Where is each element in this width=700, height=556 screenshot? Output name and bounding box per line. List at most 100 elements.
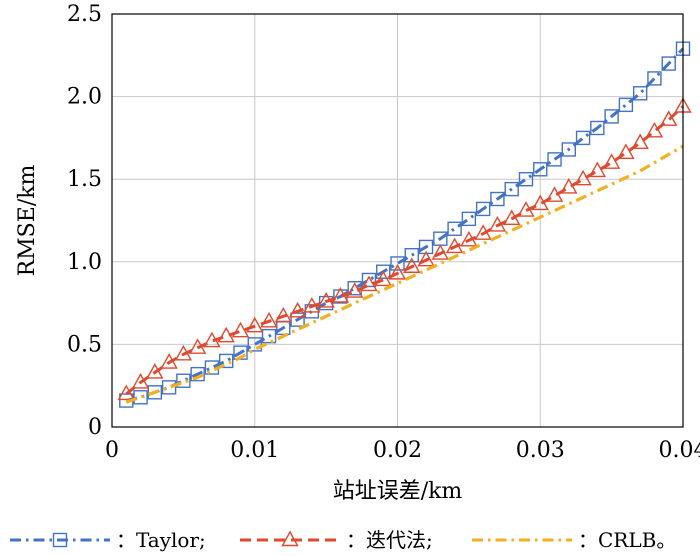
data-point <box>545 186 564 202</box>
legend-label: ：迭代法; <box>346 528 433 552</box>
data-point <box>161 380 177 395</box>
data-point <box>246 316 264 333</box>
data-point <box>618 97 634 113</box>
legend: ：Taylor; ：迭代法; ：CRLB。 <box>10 528 676 552</box>
data-point <box>602 153 621 169</box>
data-point <box>490 191 505 207</box>
y-tick-label: 1.5 <box>67 167 102 192</box>
y-axis-title: RMSE/km <box>15 164 40 276</box>
legend-label: ：Taylor; <box>116 528 206 552</box>
data-point <box>360 275 378 292</box>
data-point <box>560 178 578 194</box>
x-tick-label: 0.01 <box>230 438 279 463</box>
data-point <box>374 270 392 287</box>
series-line <box>125 47 685 403</box>
data-point <box>660 110 678 126</box>
y-tick-label: 2.5 <box>67 2 102 27</box>
data-point <box>190 366 205 382</box>
data-point <box>388 263 407 280</box>
series-3 <box>125 144 684 404</box>
y-tick-label: 2.0 <box>67 85 102 110</box>
data-point <box>518 171 534 187</box>
data-point <box>331 287 350 303</box>
legend-item: ：Taylor; <box>10 528 206 552</box>
tick-labels: 0 0.01 0.02 0.03 0.04 0 0.5 1.0 1.5 2.0 2.5 <box>67 2 700 463</box>
x-tick-label: 0.04 <box>659 438 700 463</box>
data-point <box>504 181 519 197</box>
legend-item: ：迭代法; <box>240 528 433 552</box>
data-point <box>160 353 178 369</box>
data-point <box>176 373 191 388</box>
data-point <box>604 109 619 124</box>
data-point <box>645 121 664 138</box>
data-point <box>345 282 364 298</box>
legend-item: ：CRLB。 <box>472 528 676 552</box>
legend-marker <box>281 530 299 547</box>
data-point <box>561 142 576 157</box>
data-point <box>517 201 535 217</box>
data-point <box>445 237 464 254</box>
data-point <box>390 256 405 271</box>
data-point <box>474 224 492 240</box>
data-point <box>461 211 477 227</box>
data-point <box>146 363 164 379</box>
legend-label: ：CRLB。 <box>578 528 676 552</box>
data-point <box>117 384 135 401</box>
series-line <box>125 144 684 404</box>
plot-frame <box>111 13 684 428</box>
y-tick-label: 0 <box>88 415 102 440</box>
data-point <box>303 296 321 313</box>
data-point <box>588 161 607 178</box>
x-axis-title: 站址误差/km <box>333 479 463 504</box>
x-tick-label: 0.03 <box>516 438 565 463</box>
data-point <box>218 353 234 369</box>
data-point <box>575 130 591 146</box>
data-point <box>288 301 307 318</box>
y-tick-label: 0.5 <box>67 332 102 357</box>
plot-series <box>117 41 692 408</box>
data-point <box>488 216 507 232</box>
data-point <box>274 306 292 323</box>
data-point <box>231 321 250 338</box>
data-point <box>133 390 148 405</box>
data-point <box>661 56 676 71</box>
data-point <box>547 152 562 167</box>
data-point <box>188 338 207 354</box>
series-1 <box>119 41 691 408</box>
y-tick-label: 1.0 <box>67 250 102 275</box>
data-point <box>147 385 163 400</box>
data-point <box>460 230 478 247</box>
data-point <box>475 201 491 217</box>
data-point <box>431 244 450 260</box>
data-point <box>403 257 421 273</box>
data-point <box>376 264 391 279</box>
x-tick-label: 0 <box>105 438 119 463</box>
data-point <box>417 250 435 267</box>
data-point <box>174 344 193 361</box>
data-point <box>503 209 521 226</box>
grid <box>112 14 683 427</box>
data-point <box>533 162 548 177</box>
data-point <box>361 272 377 288</box>
data-point <box>318 295 334 311</box>
data-point <box>647 71 662 86</box>
data-point <box>203 331 221 348</box>
data-point <box>260 311 278 328</box>
data-point <box>404 247 419 263</box>
data-point <box>290 312 305 327</box>
data-point <box>447 221 462 236</box>
data-point <box>617 143 635 159</box>
data-point <box>131 372 150 389</box>
data-point <box>247 337 262 352</box>
data-point <box>632 86 648 101</box>
data-point <box>261 328 277 344</box>
x-tick-label: 0.02 <box>373 438 422 463</box>
legend-marker <box>52 532 68 548</box>
data-point <box>574 169 592 186</box>
data-point <box>590 120 605 136</box>
data-point <box>631 133 649 150</box>
data-point <box>217 326 235 343</box>
data-point <box>317 292 335 308</box>
data-point <box>531 194 549 211</box>
